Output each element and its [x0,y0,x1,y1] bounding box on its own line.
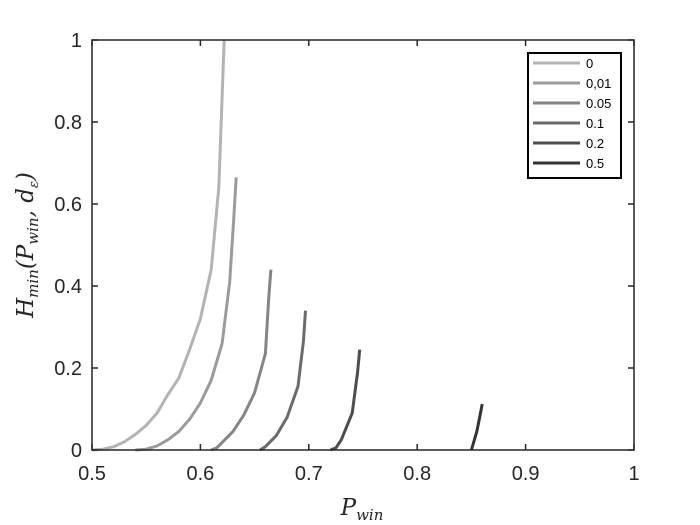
legend-box [527,52,622,179]
x-tick-label: 1 [628,463,639,485]
legend-label-2: 0.05 [586,96,611,111]
y-tick-label: 0.8 [54,112,82,134]
x-tick-label: 0.9 [512,463,540,485]
y-tick-label: 0 [71,440,82,462]
series-line-4 [329,349,362,452]
series-line-5 [469,403,484,451]
y-tick-label: 1 [71,30,82,52]
y-axis-label: Hmin(Pwin, dε) [13,172,42,319]
x-tick-label: 0.5 [78,463,106,485]
series-line-3 [259,310,307,452]
series-line-1 [135,177,238,452]
legend-label-5: 0.5 [586,156,604,171]
x-tick-label: 0.6 [186,463,214,485]
legend-label-4: 0.2 [586,136,604,151]
series-line-2 [210,269,273,452]
y-tick-label: 0.4 [54,276,82,298]
x-tick-label: 0.8 [403,463,431,485]
legend-label-1: 0,01 [586,76,611,91]
x-tick-label: 0.7 [295,463,323,485]
axes-frame [91,39,635,451]
y-tick-label: 0.2 [54,358,82,380]
legend-label-3: 0.1 [586,116,604,131]
legend: 0 0,01 0.05 0.1 0.2 0.5 [527,52,622,179]
series-line-0 [91,39,226,452]
x-axis-label: Pwin [340,495,384,524]
plot-lines [91,39,484,452]
axis-ticks [91,39,635,451]
y-tick-label: 0.6 [54,194,82,216]
legend-label-0: 0 [586,56,593,71]
tick-labels: 0.5 0.6 0.7 0.8 0.9 1 0 0.2 0.4 0.6 0.8 1 [54,30,639,485]
